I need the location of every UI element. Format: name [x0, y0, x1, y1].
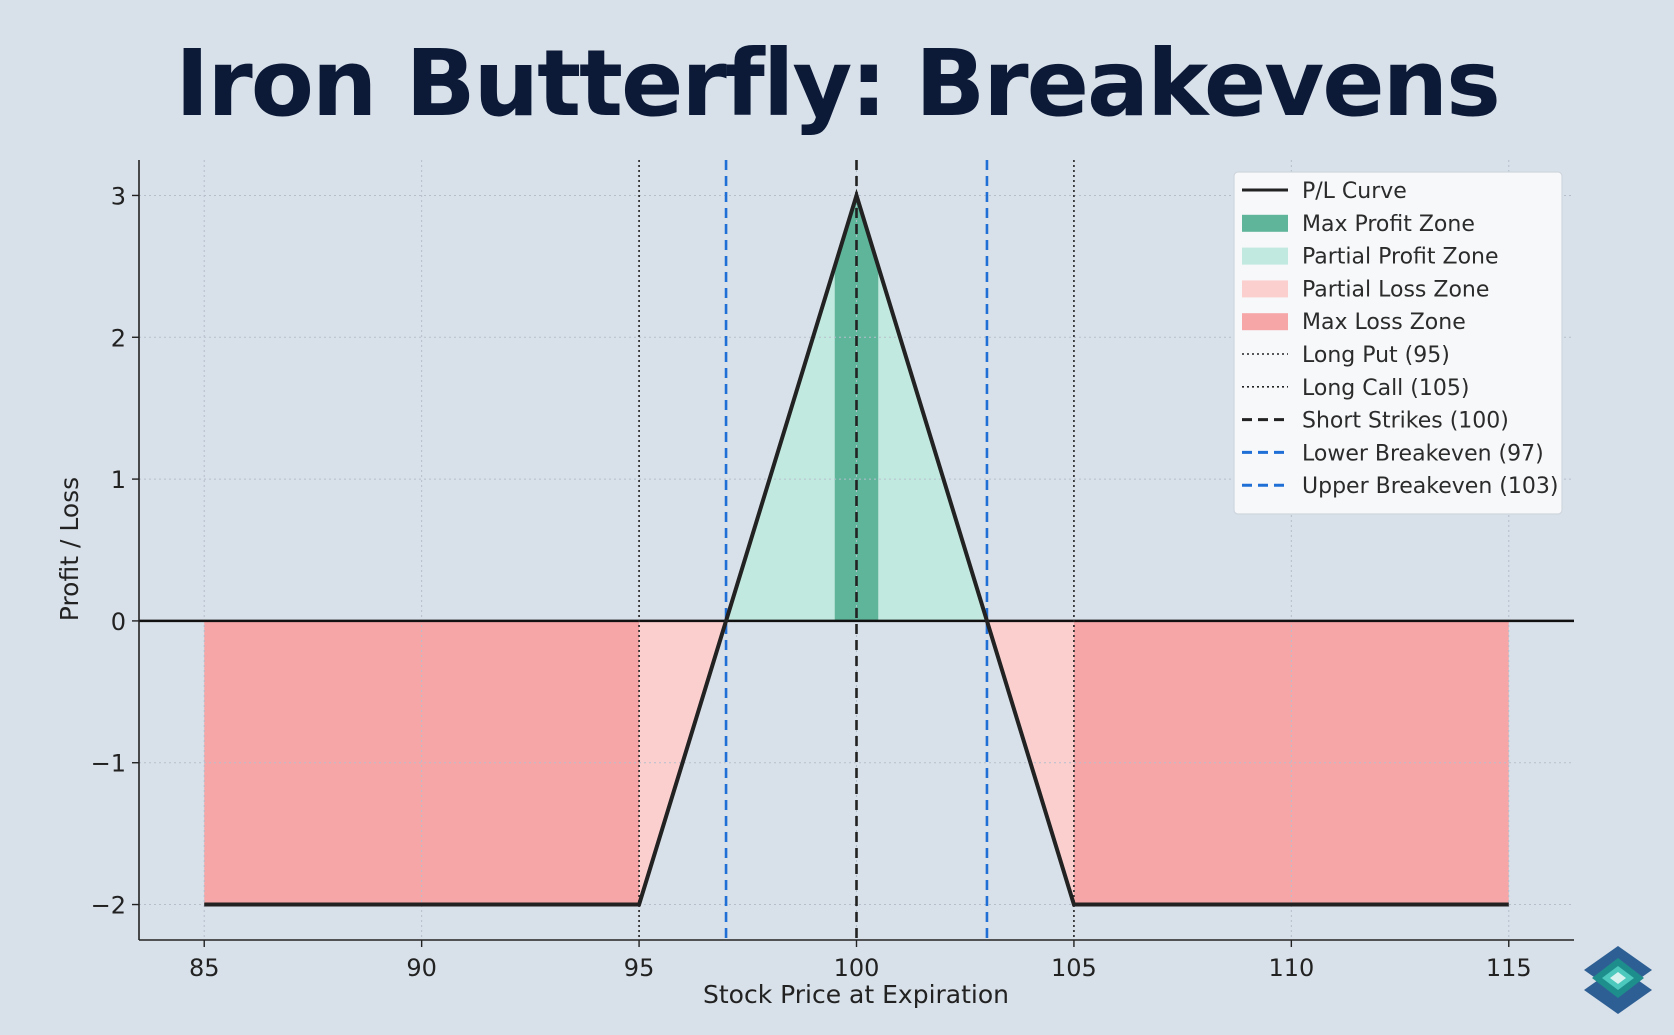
- legend-swatch-partial-profit-zone: [1242, 247, 1288, 265]
- pl-curve-line: [204, 188, 1509, 907]
- legend-label-partial-loss-zone: Partial Loss Zone: [1302, 277, 1489, 302]
- legend-box: [1233, 171, 1563, 515]
- x-tick-label: 85: [189, 954, 220, 982]
- y-tick-label: 3: [111, 182, 126, 210]
- x-tick-label: 110: [1268, 954, 1314, 982]
- y-tick-label: −2: [91, 892, 126, 920]
- legend-label-long-put-95: Long Put (95): [1302, 343, 1450, 368]
- legend-label-lower-breakeven-97: Lower Breakeven (97): [1302, 441, 1544, 466]
- legend-label-short-strikes-100: Short Strikes (100): [1302, 409, 1509, 434]
- legend-swatch-max-profit-zone: [1242, 214, 1288, 232]
- series-lines: [204, 188, 1509, 907]
- y-tick-label: −1: [91, 750, 126, 778]
- tick-labels: 85 90 95 100 105 110 115 −2 −1 0 1 2 3: [91, 182, 1532, 982]
- y-tick-label: 0: [111, 608, 126, 636]
- legend-label-upper-breakeven-103: Upper Breakeven (103): [1302, 474, 1558, 499]
- x-tick-label: 95: [624, 954, 655, 982]
- y-tick-label: 1: [111, 466, 126, 494]
- y-tick-label: 2: [111, 324, 126, 352]
- legend-label-partial-profit-zone: Partial Profit Zone: [1302, 245, 1499, 270]
- reference-lines: [638, 160, 1075, 940]
- max-loss-zone: [204, 620, 640, 905]
- legend-swatch-max-loss-zone: [1242, 313, 1288, 331]
- legend: P/L Curve Max Profit Zone Partial Profit Z…: [1233, 171, 1563, 515]
- max-loss-zone: [1073, 620, 1509, 905]
- x-tick-label: 105: [1051, 954, 1097, 982]
- x-axis-label: Stock Price at Expiration: [703, 980, 1009, 1009]
- y-axis-label: Profit / Loss: [55, 477, 84, 621]
- brand-logo-icon: [1584, 946, 1652, 1014]
- legend-swatch-partial-loss-zone: [1242, 280, 1288, 298]
- x-tick-label: 100: [834, 954, 880, 982]
- chart-title: Iron Butterfly: Breakevens: [175, 30, 1501, 137]
- x-tick-label: 90: [406, 954, 437, 982]
- legend-label-p-l-curve: P/L Curve: [1302, 179, 1407, 204]
- x-tick-label: 115: [1486, 954, 1532, 982]
- legend-label-max-profit-zone: Max Profit Zone: [1302, 212, 1475, 237]
- zone-fills: [204, 195, 1509, 905]
- legend-label-max-loss-zone: Max Loss Zone: [1302, 310, 1466, 335]
- legend-label-long-call-105: Long Call (105): [1302, 376, 1469, 401]
